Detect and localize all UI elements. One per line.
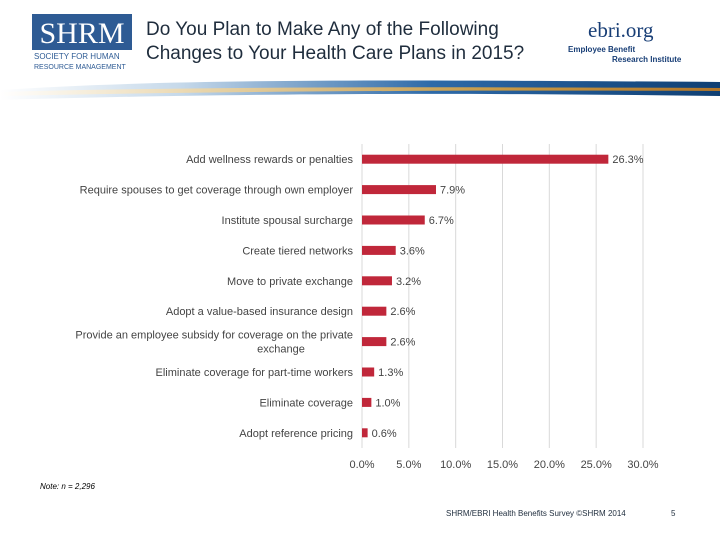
value-label: 3.2% [396, 276, 421, 288]
title-line-1: Do You Plan to Make Any of the Following [146, 19, 499, 40]
category-label: Require spouses to get coverage through … [80, 185, 354, 197]
ebri-logo-wordmark: ebri.org [588, 18, 654, 42]
category-label-line: exchange [257, 344, 305, 356]
value-label: 2.6% [390, 306, 415, 318]
category-label-line: Provide an employee subsidy for coverage… [75, 330, 353, 342]
value-label: 1.0% [375, 397, 400, 409]
bar [362, 306, 387, 316]
category-label: Adopt a value-based insurance design [166, 306, 353, 318]
bar [362, 367, 375, 377]
category-label: Eliminate coverage [259, 397, 353, 409]
ebri-logo: ebri.org Employee Benefit Research Insti… [568, 18, 688, 64]
sample-size-note: Note: n = 2,296 [40, 482, 95, 491]
page-number: 5 [671, 509, 676, 518]
bar [362, 215, 425, 225]
x-tick-label: 25.0% [581, 459, 612, 471]
x-tick-label: 15.0% [487, 459, 518, 471]
bar [362, 428, 368, 438]
category-label: Eliminate coverage for part-time workers [156, 367, 354, 379]
header-swoosh-band [0, 80, 720, 100]
x-tick-label: 20.0% [534, 459, 565, 471]
category-label: Provide an employee subsidy for coverage… [75, 330, 353, 356]
category-label: Institute spousal surcharge [222, 215, 353, 227]
shrm-logo-line1: SOCIETY FOR HUMAN [34, 52, 120, 61]
ebri-logo-subtitle-2: Research Institute [612, 55, 682, 64]
x-tick-label: 5.0% [396, 459, 421, 471]
bar [362, 245, 396, 255]
value-label: 3.6% [400, 245, 425, 257]
title-line-2: Changes to Your Health Care Plans in 201… [146, 43, 525, 64]
bar [362, 154, 609, 164]
shrm-logo-line2: RESOURCE MANAGEMENT [34, 64, 127, 71]
footer-source: SHRM/EBRI Health Benefits Survey ©SHRM 2… [446, 509, 626, 518]
bar [362, 397, 372, 407]
page-title: Do You Plan to Make Any of the Following… [146, 18, 566, 66]
category-label: Adopt reference pricing [239, 428, 353, 440]
bar [362, 337, 387, 347]
value-label: 1.3% [378, 367, 403, 379]
value-label: 0.6% [372, 428, 397, 440]
x-tick-label: 10.0% [440, 459, 471, 471]
value-label: 6.7% [429, 215, 454, 227]
bar [362, 185, 436, 195]
bar [362, 276, 392, 286]
value-label: 26.3% [612, 154, 643, 166]
category-label: Create tiered networks [242, 245, 353, 257]
x-tick-label: 0.0% [349, 459, 374, 471]
ebri-logo-subtitle-1: Employee Benefit [568, 45, 636, 54]
shrm-logo: SHRM SOCIETY FOR HUMAN RESOURCE MANAGEME… [32, 14, 132, 71]
category-label: Add wellness rewards or penalties [186, 154, 353, 166]
x-tick-label: 30.0% [627, 459, 658, 471]
shrm-logo-wordmark: SHRM [39, 17, 124, 50]
category-label: Move to private exchange [227, 276, 353, 288]
value-label: 7.9% [440, 185, 465, 197]
value-label: 2.6% [390, 337, 415, 349]
